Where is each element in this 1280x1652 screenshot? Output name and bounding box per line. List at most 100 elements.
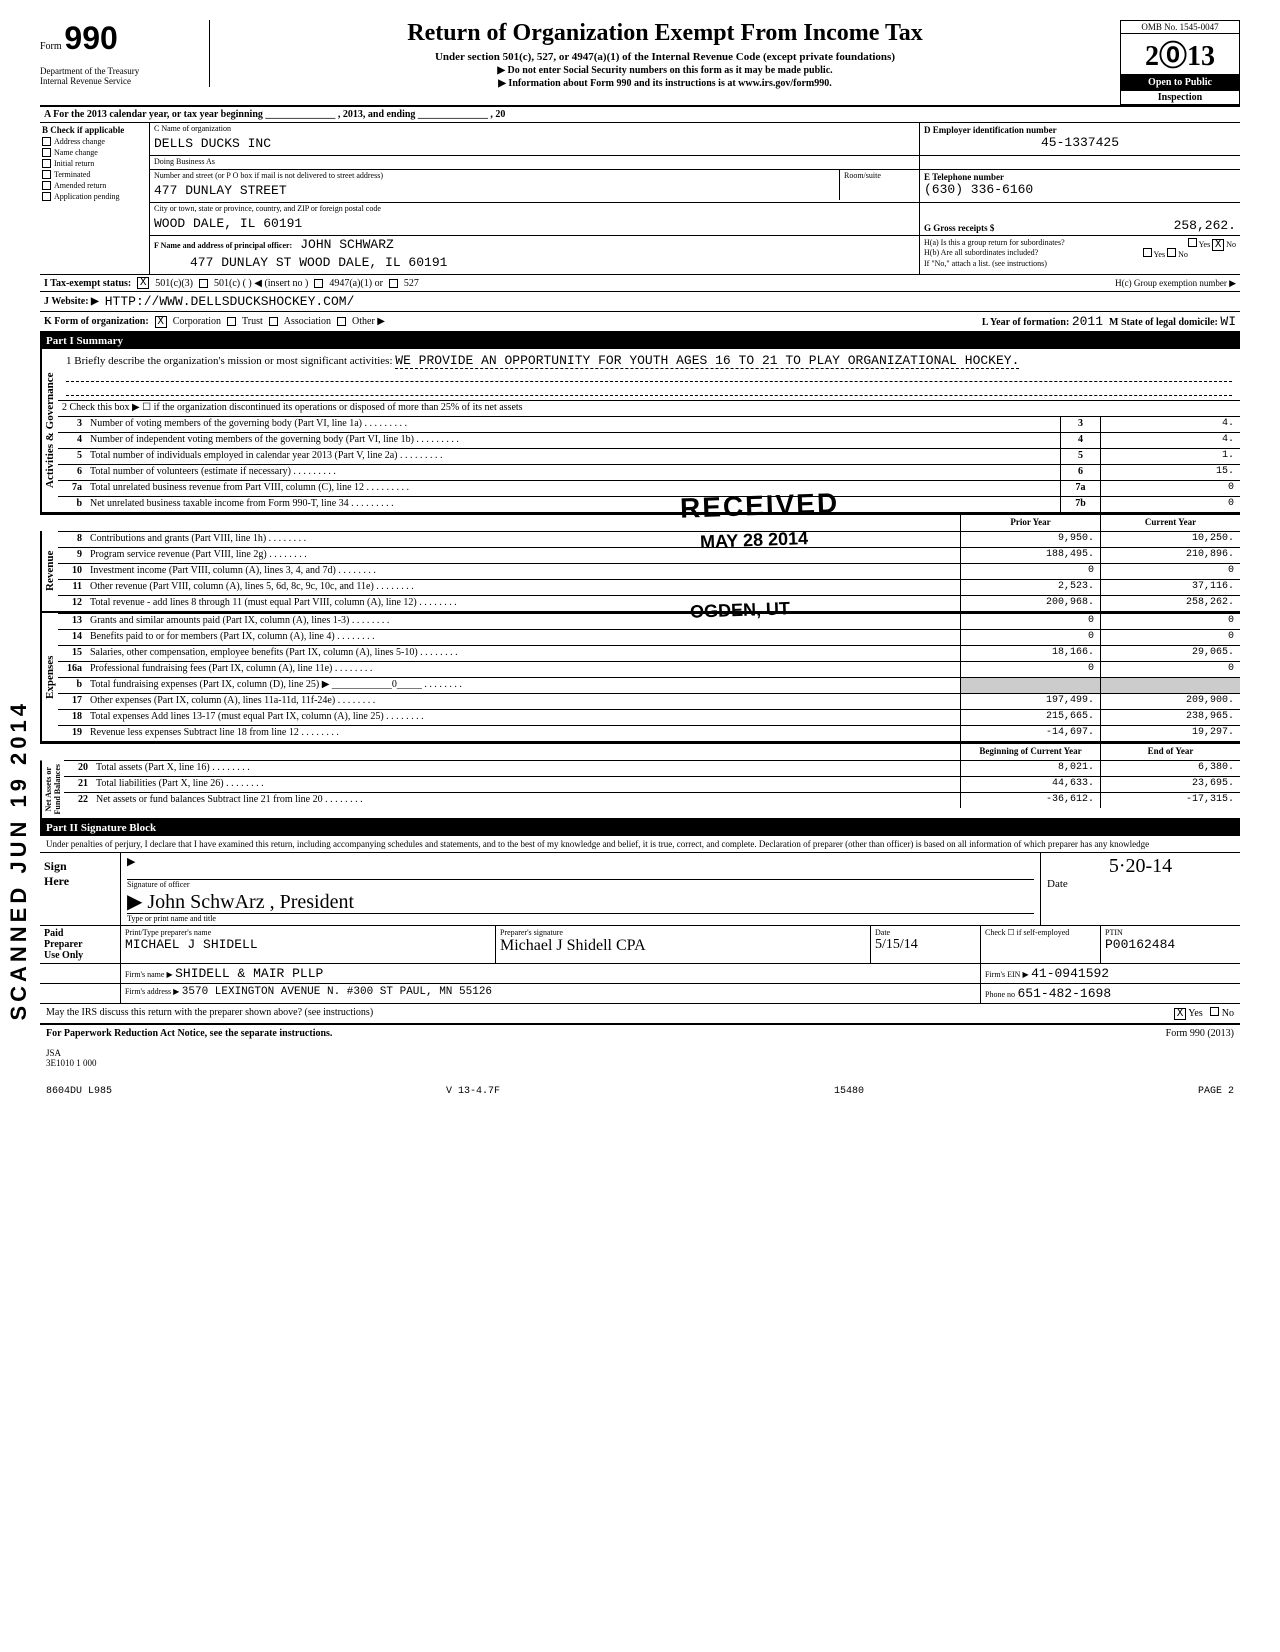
check-option: Terminated: [42, 170, 147, 179]
i-opt-1: 501(c) ( ) ◀ (insert no ): [214, 278, 308, 289]
l-label: L Year of formation:: [982, 317, 1070, 328]
k-opt-0: Corporation: [173, 316, 221, 327]
i-501c3-check: X: [137, 277, 149, 289]
hb-label: H(b) Are all subordinates included?: [924, 248, 1038, 257]
m-label: M State of legal domicile:: [1109, 317, 1218, 328]
e-label: E Telephone number: [924, 172, 1236, 182]
financial-row: 10Investment income (Part VIII, column (…: [58, 563, 1240, 579]
ein-value: 45-1337425: [924, 135, 1236, 150]
financial-row: 8Contributions and grants (Part VIII, li…: [58, 531, 1240, 547]
firm-phone-label: Phone no: [985, 990, 1015, 999]
check-option: Application pending: [42, 192, 147, 201]
city-label: City or town, state or province, country…: [150, 203, 919, 214]
ptin-label: PTIN: [1105, 928, 1236, 937]
section-b-checks: B Check if applicable Address changeName…: [40, 123, 150, 274]
officer-name: JOHN SCHWARZ: [300, 237, 394, 252]
officer-address: 477 DUNLAY ST WOOD DALE, IL 60191: [150, 253, 919, 272]
d-label: D Employer identification number: [924, 125, 1236, 135]
m-value: WI: [1220, 314, 1236, 329]
discuss-yes: Yes: [1188, 1008, 1203, 1019]
k-opt-2: Association: [284, 316, 331, 327]
sig-date-label: Date: [1047, 878, 1234, 890]
sig-officer-label: Signature of officer: [127, 879, 1034, 889]
mission-text: WE PROVIDE AN OPPORTUNITY FOR YOUTH AGES…: [395, 353, 1019, 369]
k-label: K Form of organization:: [44, 316, 149, 327]
bottom-code: 8604DU L985: [46, 1086, 112, 1097]
financial-row: 21Total liabilities (Part X, line 26) . …: [64, 776, 1240, 792]
street-address: 477 DUNLAY STREET: [150, 181, 839, 200]
c-name-label: C Name of organization: [150, 123, 919, 134]
prep-name: MICHAEL J SHIDELL: [125, 937, 491, 952]
bottom-num: 15480: [834, 1086, 864, 1097]
col-begin-year: Beginning of Current Year: [960, 744, 1100, 760]
form-footer: Form 990 (2013): [1166, 1028, 1234, 1039]
financial-row: 12Total revenue - add lines 8 through 11…: [58, 595, 1240, 611]
financial-row: 14Benefits paid to or for members (Part …: [58, 629, 1240, 645]
main-title: Return of Organization Exempt From Incom…: [224, 20, 1106, 47]
discuss-question: May the IRS discuss this return with the…: [46, 1007, 373, 1020]
prep-check-label: Check ☐ if self-employed: [980, 926, 1100, 963]
discuss-yes-check: X: [1174, 1008, 1186, 1020]
summary-row: bNet unrelated business taxable income f…: [58, 496, 1240, 512]
i-opt-3: 527: [404, 278, 419, 289]
form-header: Form 990 Department of the Treasury Inte…: [40, 20, 1240, 105]
col-prior-year: Prior Year: [960, 515, 1100, 531]
financial-row: 15Salaries, other compensation, employee…: [58, 645, 1240, 661]
col-current-year: Current Year: [1100, 515, 1240, 531]
financial-row: 13Grants and similar amounts paid (Part …: [58, 613, 1240, 629]
firm-name: SHIDELL & MAIR PLLP: [175, 966, 323, 981]
financial-row: 17Other expenses (Part IX, column (A), l…: [58, 693, 1240, 709]
line-a: A For the 2013 calendar year, or tax yea…: [40, 107, 1240, 122]
sig-name-label: Type or print name and title: [127, 913, 1034, 923]
j-label: J Website: ▶: [44, 296, 99, 307]
activities-governance-label: Activities & Governance: [40, 349, 58, 512]
h-note: If "No," attach a list. (see instruction…: [924, 259, 1236, 269]
check-option: Address change: [42, 137, 147, 146]
financial-row: 11Other revenue (Part VIII, column (A), …: [58, 579, 1240, 595]
firm-ein: 41-0941592: [1031, 966, 1109, 981]
city-state-zip: WOOD DALE, IL 60191: [150, 214, 919, 233]
tax-year: 2⓪13: [1120, 34, 1240, 75]
expenses-label: Expenses: [40, 613, 58, 741]
omb-number: OMB No. 1545-0047: [1120, 20, 1240, 34]
revenue-label: Revenue: [40, 531, 58, 611]
org-name: DELLS DUCKS INC: [150, 134, 919, 153]
firm-name-label: Firm's name ▶: [125, 970, 173, 979]
financial-row: 18Total expenses Add lines 13-17 (must e…: [58, 709, 1240, 725]
addr-label: Number and street (or P O box if mail is…: [150, 170, 839, 181]
stamp-scanned: SCANNED JUN 19 2014: [6, 700, 32, 1021]
hc-label: H(c) Group exemption number ▶: [1115, 278, 1236, 289]
ha-no-check: X: [1212, 239, 1224, 251]
check-option: Initial return: [42, 159, 147, 168]
paperwork-notice: For Paperwork Reduction Act Notice, see …: [46, 1028, 332, 1039]
k-corp-check: X: [155, 316, 167, 328]
sig-date-value: 5·20-14: [1047, 855, 1234, 878]
financial-row: bTotal fundraising expenses (Part IX, co…: [58, 677, 1240, 693]
check-option: Name change: [42, 148, 147, 157]
prep-signature: Michael J Shidell CPA: [500, 937, 866, 955]
firm-ein-label: Firm's EIN ▶: [985, 970, 1029, 979]
subtitle: Under section 501(c), 527, or 4947(a)(1)…: [224, 51, 1106, 63]
jsa-code: JSA 3E1010 1 000: [40, 1042, 1240, 1074]
discuss-no: No: [1222, 1008, 1234, 1019]
firm-address: 3570 LEXINGTON AVENUE N. #300 ST PAUL, M…: [182, 986, 492, 998]
subline-2: ▶ Information about Form 990 and its ins…: [224, 78, 1106, 89]
sign-here-label: Sign Here: [40, 853, 120, 925]
website-value: HTTP://WWW.DELLSDUCKSHOCKEY.COM/: [105, 294, 355, 309]
financial-row: 20Total assets (Part X, line 16) . . . .…: [64, 760, 1240, 776]
subline-1: ▶ Do not enter Social Security numbers o…: [224, 65, 1106, 76]
dept-treasury: Department of the Treasury Internal Reve…: [40, 67, 203, 87]
form-label: Form: [40, 41, 62, 52]
room-label: Room/suite: [840, 170, 919, 181]
financial-row: 9Program service revenue (Part VIII, lin…: [58, 547, 1240, 563]
g-label: G Gross receipts $: [924, 223, 994, 233]
gross-receipts: 258,262.: [1174, 218, 1236, 233]
part-1-header: Part I Summary: [40, 333, 1240, 349]
line-2: 2 Check this box ▶ ☐ if the organization…: [58, 401, 1240, 416]
net-assets-label: Net Assets or Fund Balances: [40, 760, 64, 818]
dba-label: Doing Business As: [150, 156, 919, 167]
check-option: Amended return: [42, 181, 147, 190]
financial-row: 22Net assets or fund balances Subtract l…: [64, 792, 1240, 808]
inspection: Inspection: [1120, 91, 1240, 105]
firm-addr-label: Firm's address ▶: [125, 987, 179, 996]
